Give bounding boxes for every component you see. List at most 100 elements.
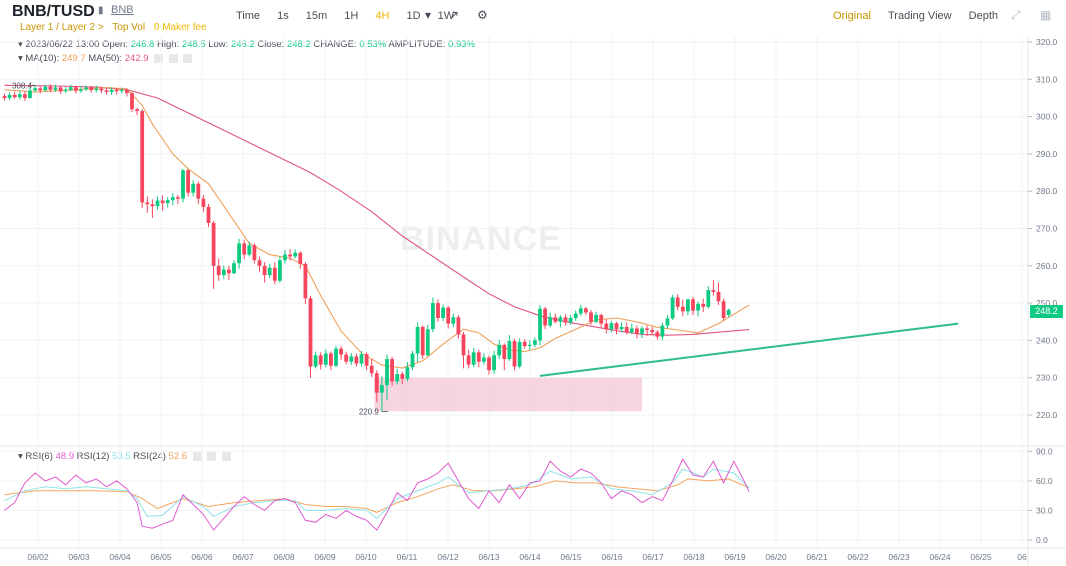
ma-close-icon[interactable] [183, 53, 193, 63]
candle-body [451, 317, 456, 324]
candle-body [267, 267, 272, 276]
candle-body [716, 291, 721, 302]
collapse-icon[interactable]: ⤢ [1011, 8, 1021, 22]
grid-layout-icon[interactable]: ▦ [1040, 8, 1052, 22]
low-marker-label: 220.9 [359, 408, 380, 417]
price-tick-label: 290.0 [1036, 149, 1058, 159]
view-trading-view[interactable]: Trading View [887, 10, 952, 22]
candle-body [599, 315, 604, 324]
view-selector: Original Trading View Depth [819, 10, 998, 22]
tag-top-vol[interactable]: Top Vol [112, 22, 146, 33]
price-tick-label: 300.0 [1036, 112, 1058, 122]
tag-maker-fee[interactable]: 0 Maker fee [153, 22, 207, 33]
date-tick-label: 06/23 [888, 552, 910, 562]
candle-body [196, 183, 201, 199]
interval-1h[interactable]: 1H [344, 10, 359, 22]
candle-body [176, 197, 180, 199]
rsi-caret-icon[interactable]: ▾ [18, 451, 23, 462]
candle-body [619, 326, 624, 330]
interval-1d[interactable]: 1D [406, 10, 421, 22]
candle-body [334, 348, 338, 366]
open-label: Open: [102, 39, 128, 50]
ohlc-caret-icon[interactable]: ▾ [18, 39, 23, 50]
support-trendline [539, 322, 959, 377]
tag-layer[interactable]: Layer 1 / Layer 2 > [20, 22, 104, 33]
date-tick-label: 06/12 [437, 552, 459, 562]
ma10-line [4, 86, 750, 369]
ma-settings-icon[interactable] [168, 53, 178, 63]
chart-indicator-icon[interactable]: ↗ [449, 8, 460, 22]
candle-body [614, 323, 619, 330]
candle-body [487, 357, 491, 371]
view-depth[interactable]: Depth [968, 10, 998, 22]
candle-body [140, 111, 145, 203]
interval-4h[interactable]: 4H [375, 10, 390, 22]
date-tick-label: 06 [1017, 552, 1027, 562]
candle-body [221, 269, 226, 276]
candle-body [339, 348, 343, 355]
ma50-line [4, 84, 750, 336]
gear-icon[interactable]: ⚙ [477, 8, 488, 22]
candle-body [283, 254, 287, 261]
date-tick-label: 06/11 [397, 552, 418, 562]
support-zone [374, 377, 642, 412]
interval-1s[interactable]: 1s [277, 10, 289, 22]
coin-link[interactable]: BNB [111, 4, 134, 16]
candle-body [624, 326, 629, 333]
candle-body [303, 263, 308, 299]
candle-body [578, 308, 583, 314]
rsi-tick-label: 60.0 [1036, 476, 1053, 486]
rsi-close-icon[interactable] [221, 451, 231, 461]
dropdown-caret-icon[interactable]: ▾ [425, 8, 432, 22]
ma-caret-icon[interactable]: ▾ [18, 53, 23, 64]
view-original[interactable]: Original [833, 10, 871, 22]
candle-body [288, 254, 292, 257]
price-tick-label: 230.0 [1036, 373, 1058, 383]
date-tick-label: 06/19 [724, 552, 746, 562]
candle-body [130, 93, 134, 110]
candle-body [680, 306, 685, 312]
interval-time[interactable]: Time [236, 10, 261, 22]
change-value: 0.53% [359, 39, 387, 50]
candle-body [645, 328, 649, 330]
price-tick-label: 220.0 [1036, 410, 1058, 420]
candle-body [216, 265, 221, 276]
ma-visibility-icon[interactable] [154, 53, 164, 63]
candle-body [186, 170, 190, 193]
date-tick-label: 06/02 [27, 552, 49, 562]
interval-15m[interactable]: 15m [305, 10, 328, 22]
candle-body [89, 87, 94, 91]
candle-body [252, 245, 257, 261]
price-tick-label: 280.0 [1036, 186, 1058, 196]
candle-body [191, 183, 196, 193]
candle-body [135, 109, 139, 112]
candle-body [629, 328, 634, 333]
candle-body [318, 355, 323, 365]
candle-body [696, 303, 700, 311]
ohlc-date: 2023/06/22 13:00 [25, 39, 100, 50]
date-tick-label: 06/20 [765, 552, 787, 562]
candle-body [441, 307, 445, 319]
open-value: 246.8 [130, 39, 155, 50]
date-tick-label: 06/21 [806, 552, 828, 562]
rsi12-label: RSI(12) [76, 451, 110, 462]
date-tick-label: 06/05 [150, 552, 172, 562]
rsi-tick-label: 0.0 [1036, 535, 1048, 545]
rsi-visibility-icon[interactable] [192, 451, 202, 461]
date-tick-label: 06/03 [68, 552, 90, 562]
date-tick-label: 06/13 [478, 552, 500, 562]
coin-info-icon[interactable]: ▮ [98, 5, 104, 16]
date-tick-label: 06/07 [232, 552, 254, 562]
date-tick-label: 06/08 [273, 552, 295, 562]
date-tick-label: 06/24 [929, 552, 951, 562]
candle-body [68, 87, 73, 90]
candle-body [48, 86, 53, 90]
candle-body [155, 200, 160, 207]
date-tick-label: 06/25 [970, 552, 992, 562]
rsi-settings-icon[interactable] [207, 451, 217, 461]
candle-body [436, 303, 440, 319]
interval-1w[interactable]: 1W [437, 10, 455, 22]
pair-title: BNB/TUSD [12, 3, 95, 20]
candle-body [227, 269, 231, 274]
